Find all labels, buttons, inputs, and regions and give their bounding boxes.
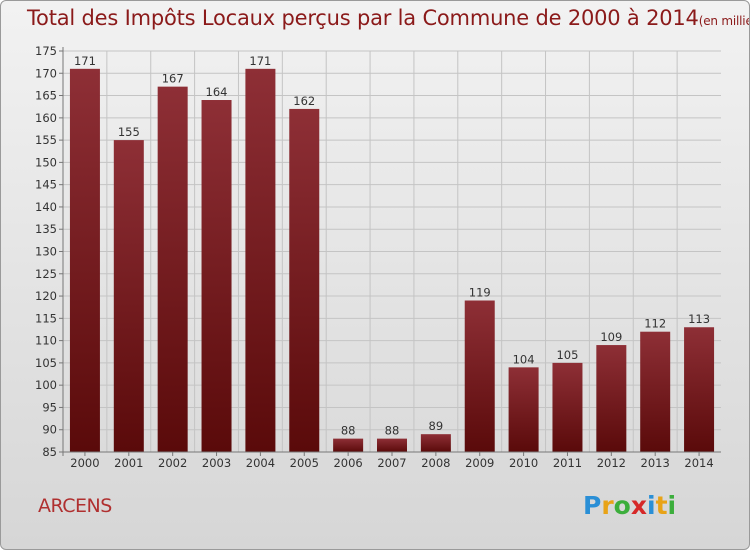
x-tick-label: 2004 (246, 456, 275, 470)
data-label: 171 (74, 54, 96, 68)
x-tick-label: 2007 (377, 456, 406, 470)
bar-2013 (640, 331, 671, 452)
bar-2008 (420, 434, 451, 452)
data-label: 104 (513, 352, 535, 366)
bar-2002 (157, 86, 188, 453)
data-label: 88 (341, 424, 356, 438)
bar-2003 (201, 100, 232, 452)
title-main: Total des Impôts Locaux perçus par la Co… (27, 6, 699, 30)
y-tick-label: 140 (35, 200, 57, 214)
data-label: 119 (469, 286, 491, 300)
y-tick-label: 155 (35, 133, 57, 147)
logo-letter: x (630, 491, 647, 520)
x-tick-label: 2003 (202, 456, 231, 470)
data-label: 164 (206, 85, 228, 99)
data-label: 88 (385, 424, 400, 438)
y-tick-label: 165 (35, 89, 57, 103)
y-tick-label: 130 (35, 245, 57, 259)
y-tick-label: 110 (35, 334, 57, 348)
x-tick-label: 2008 (421, 456, 450, 470)
title-unit: (en milliers d'€) (698, 14, 749, 28)
y-tick-label: 145 (35, 178, 57, 192)
x-tick-label: 2010 (509, 456, 538, 470)
bar-2000 (69, 68, 100, 453)
y-tick-label: 135 (35, 222, 57, 236)
bar-2001 (113, 140, 144, 452)
bar-2014 (684, 327, 715, 452)
y-tick-label: 95 (42, 400, 57, 414)
x-tick-label: 2012 (597, 456, 626, 470)
data-label: 162 (293, 94, 315, 108)
y-tick-label: 100 (35, 378, 57, 392)
x-tick-label: 2002 (158, 456, 187, 470)
logo-letter: P (583, 491, 602, 520)
y-tick-label: 120 (35, 289, 57, 303)
y-tick-label: 175 (35, 44, 57, 58)
bar-2011 (552, 362, 583, 452)
x-tick-label: 2011 (553, 456, 582, 470)
data-label: 167 (162, 72, 184, 86)
proxiti-logo[interactable]: Proxiti (583, 491, 676, 520)
y-tick-label: 105 (35, 356, 57, 370)
y-tick-label: 90 (42, 423, 57, 437)
bar-2004 (245, 68, 276, 453)
logo-letter: r (601, 491, 614, 520)
x-tick-label: 2000 (70, 456, 99, 470)
logo-letter: t (655, 491, 668, 520)
y-tick-label: 170 (35, 66, 57, 80)
y-tick-label: 150 (35, 155, 57, 169)
x-tick-label: 2006 (333, 456, 362, 470)
data-label: 112 (644, 317, 666, 331)
bar-2012 (596, 345, 627, 452)
bar-2005 (289, 108, 320, 452)
x-tick-label: 2013 (641, 456, 670, 470)
axes: 85 90 95 100 105 110 115 120 125 130 135 140 145 150 1… (35, 44, 721, 470)
x-tick-label: 2014 (684, 456, 713, 470)
bar-2009 (464, 300, 495, 452)
chart-title: Total des Impôts Locaux perçus par la Co… (27, 6, 749, 30)
logo-letter: o (613, 491, 631, 520)
bar-2007 (377, 438, 407, 452)
bars: 171 155 167 164 171 162 88 88 89 119 104 105 109 112 1… (69, 54, 715, 453)
x-tick-label: 2009 (465, 456, 494, 470)
commune-name: ARCENS (38, 495, 112, 517)
data-label: 105 (556, 348, 578, 362)
y-tick-label: 115 (35, 311, 57, 325)
logo-letter: i (647, 491, 656, 520)
bar-2010 (508, 367, 539, 452)
y-tick-label: 85 (42, 445, 57, 459)
x-tick-label: 2005 (290, 456, 319, 470)
data-label: 113 (688, 312, 710, 326)
y-tick-label: 160 (35, 111, 57, 125)
data-label: 155 (118, 125, 140, 139)
data-label: 109 (600, 330, 622, 344)
x-tick-label: 2001 (114, 456, 143, 470)
data-label: 171 (249, 54, 271, 68)
data-label: 89 (429, 419, 444, 433)
bar-2006 (333, 438, 364, 452)
logo-letter: i (667, 491, 677, 520)
y-tick-label: 125 (35, 267, 57, 281)
